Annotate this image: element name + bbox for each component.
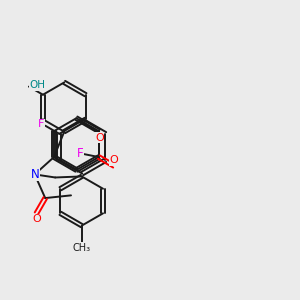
Text: F: F: [38, 119, 44, 129]
Text: CH₃: CH₃: [73, 243, 91, 253]
Text: OH: OH: [30, 80, 46, 90]
Text: O: O: [109, 155, 118, 165]
Text: F: F: [76, 147, 83, 160]
Text: N: N: [31, 168, 40, 181]
Text: O: O: [95, 133, 104, 142]
Text: O: O: [33, 214, 41, 224]
